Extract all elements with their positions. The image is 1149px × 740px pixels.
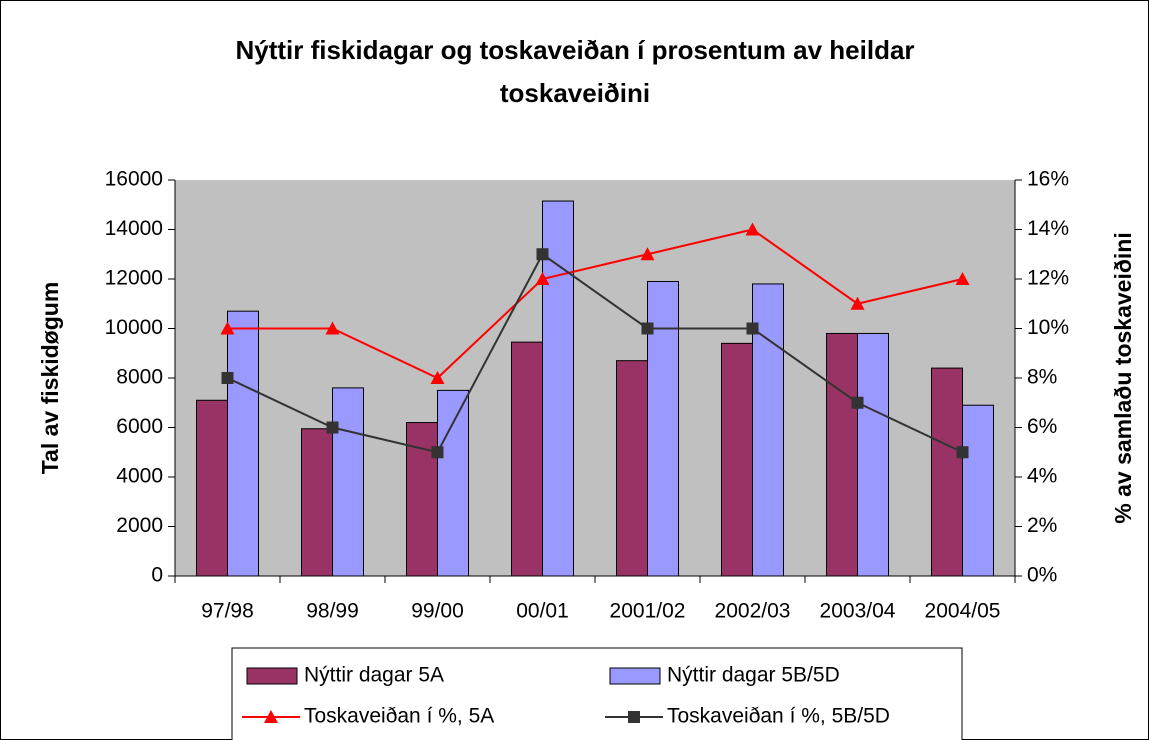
legend-label: Toskaveiðan í %, 5B/5D — [667, 705, 890, 728]
y-axis-label: Tal av fiskidøgum — [37, 282, 63, 475]
marker — [326, 421, 339, 434]
y-tick-label: 2000 — [116, 514, 163, 537]
y-tick-label: 16000 — [105, 168, 163, 191]
bar — [332, 387, 364, 577]
y2-tick-label: 0% — [1027, 564, 1057, 587]
x-tick-label: 2003/04 — [820, 600, 896, 623]
line — [227, 228, 963, 380]
x-tick-label: 97/98 — [201, 600, 254, 623]
marker — [536, 248, 549, 261]
y2-tick-label: 2% — [1027, 514, 1057, 537]
marker — [264, 710, 278, 723]
legend-swatch — [609, 667, 661, 685]
bar — [196, 399, 228, 577]
marker — [745, 222, 760, 236]
bar — [437, 389, 469, 577]
x-tick-label: 98/99 — [306, 600, 359, 623]
y-tick-label: 8000 — [116, 366, 163, 389]
legend-swatch — [246, 667, 298, 685]
marker — [850, 296, 865, 310]
x-tick-label: 00/01 — [516, 600, 569, 623]
y-tick-label: 0 — [151, 564, 163, 587]
line — [227, 252, 963, 454]
marker — [746, 322, 759, 335]
marker — [430, 371, 445, 384]
marker — [641, 322, 654, 335]
marker — [220, 321, 235, 335]
y-tick-label: 10000 — [105, 316, 163, 339]
legend-label: Nýttir dagar 5A — [304, 664, 444, 687]
y-tick-label: 14000 — [105, 217, 163, 240]
y2-tick-label: 12% — [1027, 267, 1069, 290]
y2-tick-label: 8% — [1027, 366, 1057, 389]
legend-label: Nýttir dagar 5B/5D — [667, 664, 840, 687]
bar — [227, 310, 259, 577]
y2-tick-label: 16% — [1027, 168, 1069, 191]
bar — [616, 360, 648, 577]
bar — [857, 332, 889, 577]
bar — [721, 342, 753, 577]
y-tick-label: 12000 — [105, 267, 163, 290]
y2-axis-label: % av samlaðu toskaveiðini — [1110, 232, 1136, 523]
bar — [301, 428, 333, 577]
marker — [221, 372, 234, 384]
marker — [431, 446, 444, 459]
y2-tick-label: 6% — [1027, 415, 1057, 438]
y2-tick-label: 10% — [1027, 316, 1069, 339]
marker — [955, 272, 970, 285]
marker — [956, 446, 969, 459]
bar — [542, 200, 574, 577]
marker — [640, 247, 655, 261]
legend-box — [231, 647, 963, 740]
x-tick-label: 2002/03 — [715, 600, 791, 623]
x-tick-label: 2004/05 — [925, 600, 1001, 623]
chart-title: Nýttir fiskidagar og toskaveiðan í prose… — [235, 35, 914, 108]
bar — [826, 332, 858, 577]
y2-tick-label: 4% — [1027, 465, 1057, 488]
y2-tick-label: 14% — [1027, 217, 1069, 240]
marker — [851, 396, 864, 409]
y-tick-label: 4000 — [116, 465, 163, 488]
marker — [628, 711, 640, 723]
x-tick-label: 2001/02 — [610, 600, 686, 623]
y-tick-label: 6000 — [116, 415, 163, 438]
legend-label: Toskaveiðan í %, 5A — [304, 705, 494, 728]
x-tick-label: 99/00 — [411, 600, 464, 623]
marker — [535, 272, 550, 285]
bar — [962, 404, 994, 577]
bar — [511, 341, 543, 577]
marker — [325, 321, 340, 335]
bar — [931, 367, 963, 577]
